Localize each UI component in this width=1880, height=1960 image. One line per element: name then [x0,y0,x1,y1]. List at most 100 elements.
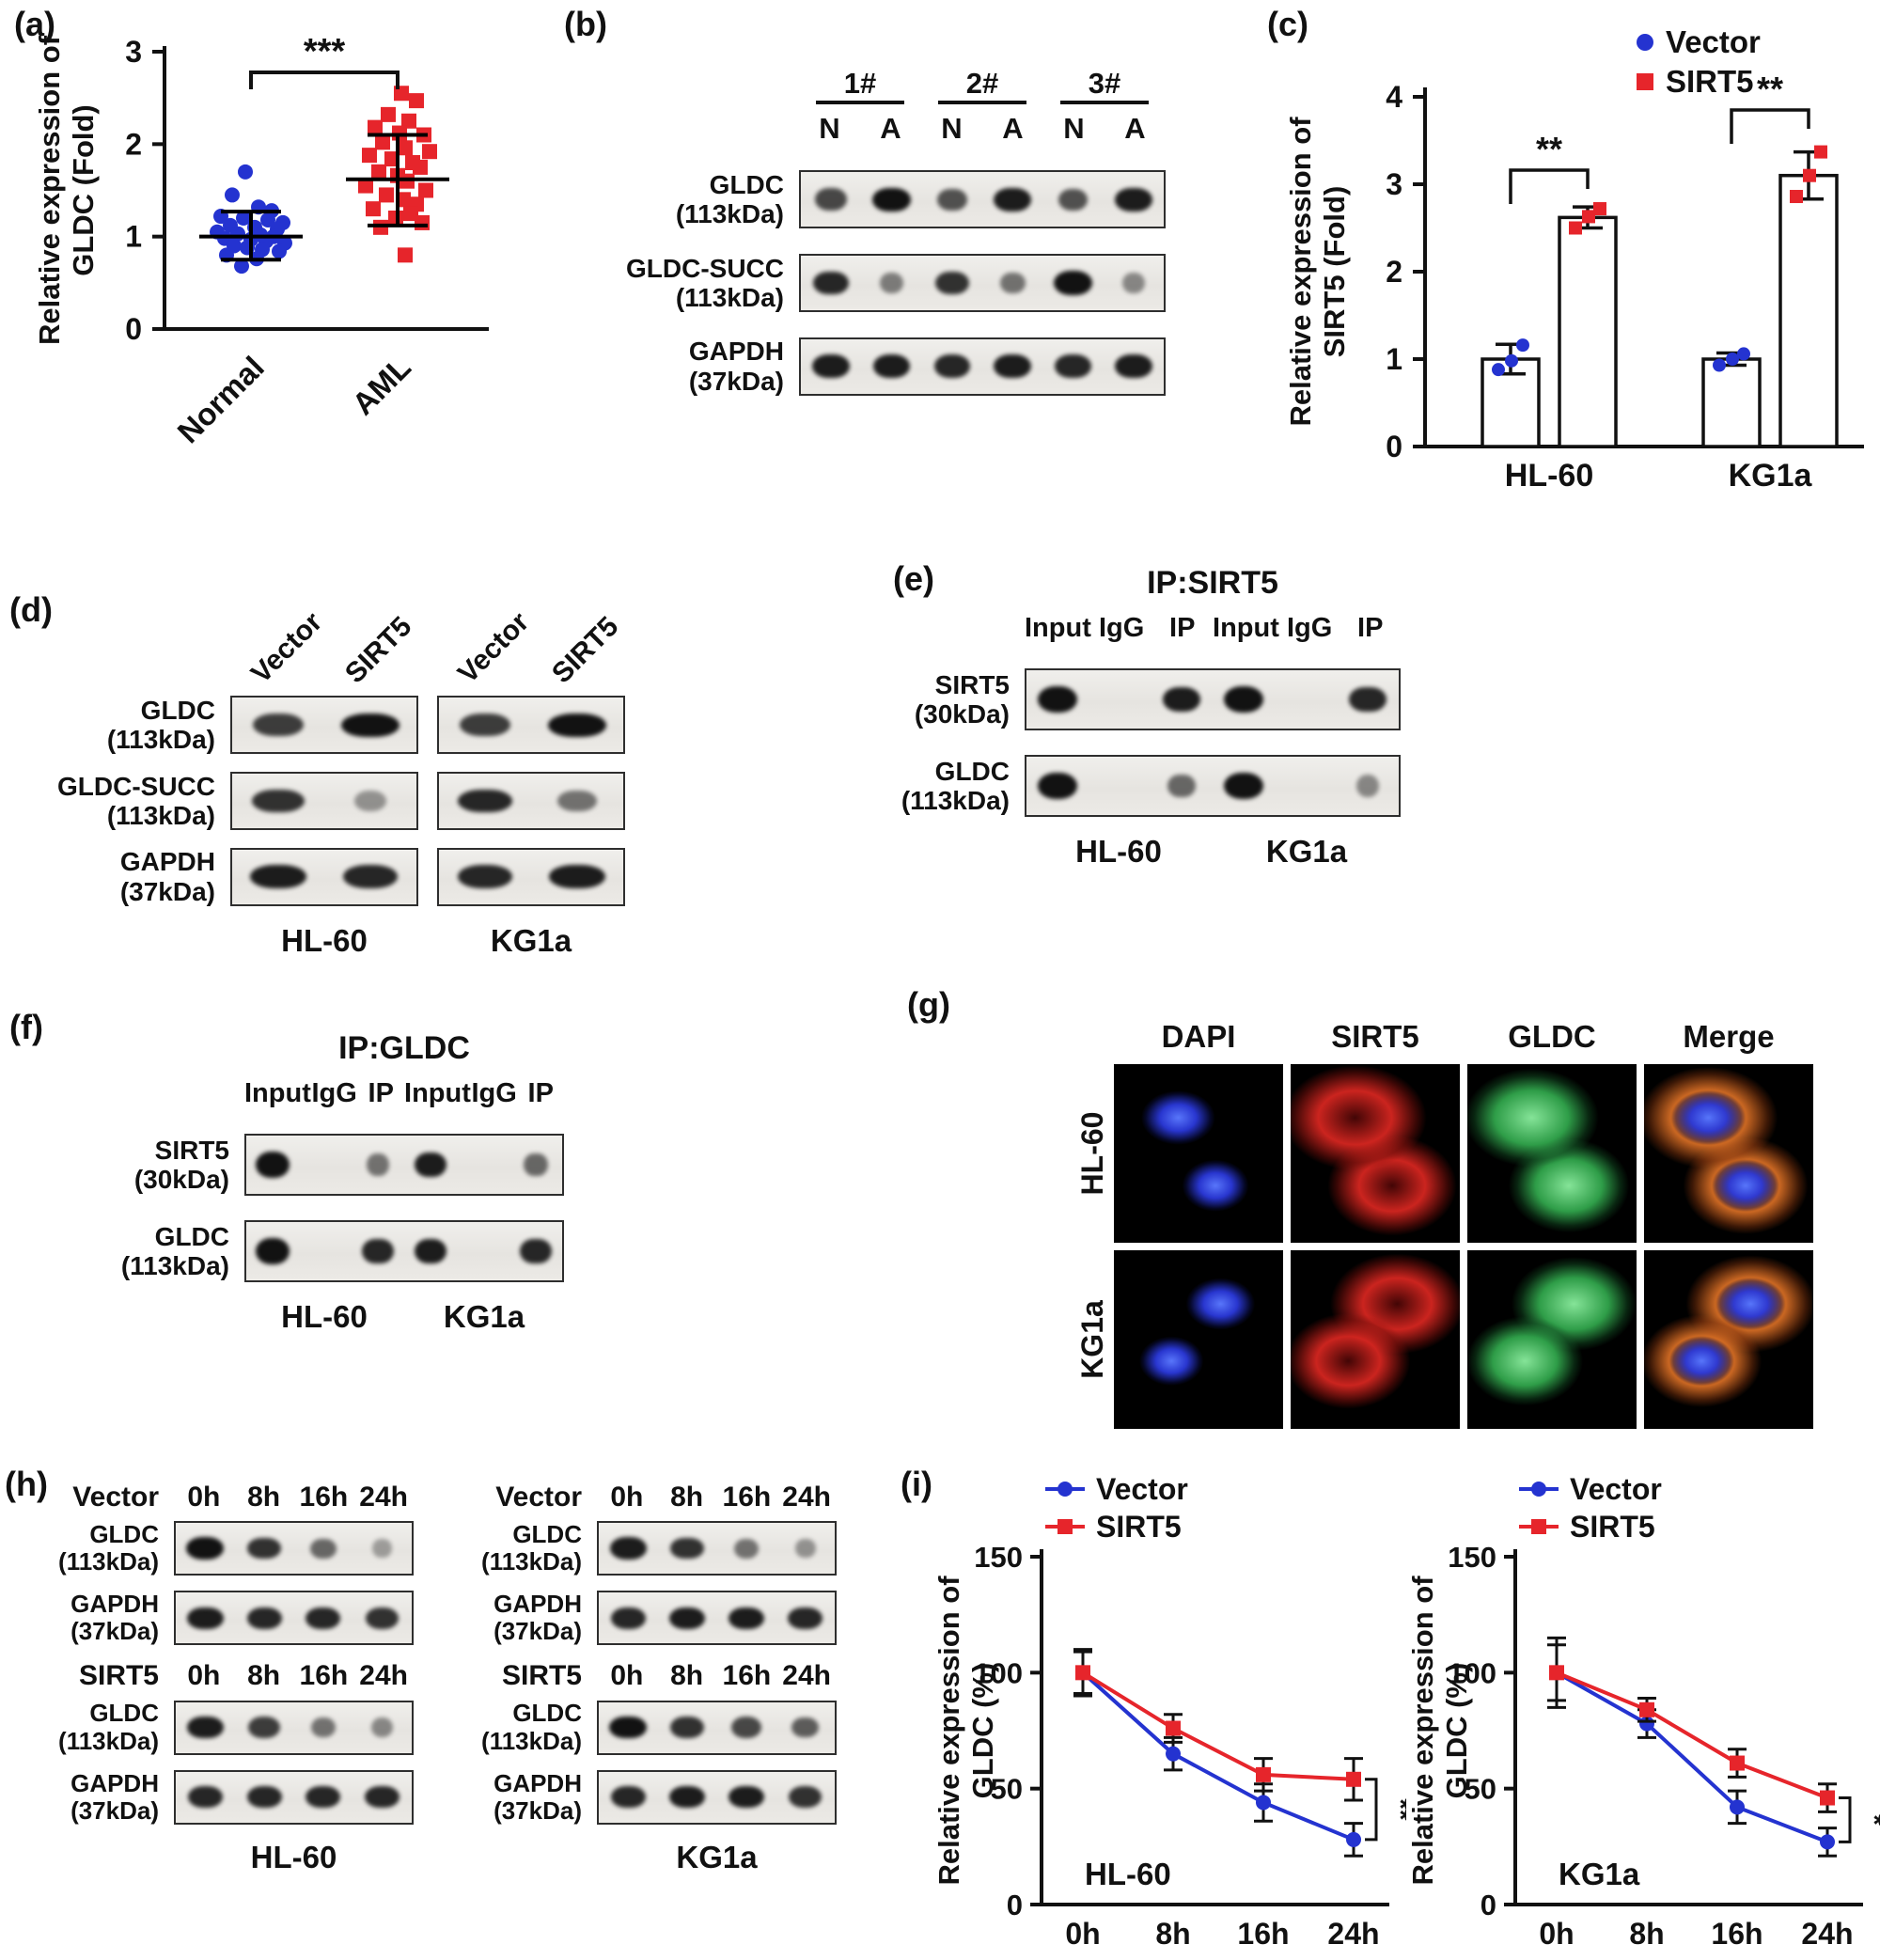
protein-band [457,789,513,813]
data-point [1346,1831,1361,1847]
time-labels: 0h 8h 16h 24h [597,1660,837,1692]
channel-header: DAPI [1161,1019,1236,1054]
blot-label-line: GAPDH [494,1590,582,1619]
condition-header-row: Vector 0h 8h 16h 24h [456,1482,837,1513]
channel-headers: DAPI SIRT5 GLDC Merge [1114,1019,1813,1055]
blot-row: GLDC (113kDa) [19,1700,414,1755]
bar [1701,357,1762,448]
protein-band [1223,686,1264,713]
time-label: 24h [359,1660,408,1692]
blot-lane [457,1222,509,1280]
blot-lane [717,1772,776,1823]
blot-lane [1151,670,1213,729]
blot-lane [801,339,861,394]
protein-band [1053,271,1093,295]
blot-strip [244,1220,564,1282]
blot-lane [176,1702,235,1753]
protein-band [256,1238,290,1264]
x-tick-label: 16h [1711,1917,1762,1951]
blot-lane [1275,670,1337,729]
time-label: 16h [722,1660,772,1692]
blot-lane [922,256,982,310]
blot-row: GLDC (113kDa) [564,170,1236,229]
protein-band [365,1786,400,1809]
cell-line-labels: HL-60 KG1a [1025,834,1401,870]
blot-lane [776,1702,835,1753]
protein-band [457,865,513,889]
protein-band [794,1539,816,1559]
condition-header-row: Vector 0h 8h 16h 24h [19,1482,414,1513]
blot-strip [1025,668,1401,730]
panel-f-coip-blot: (f) IP:GLDC Input IgG IP Input IgG IP SIRT5 (30… [9,1008,790,1459]
panel-d-western-blot: (d) Vector SIRT5 Vector SIRT5 GLDC (113kDa) G… [9,562,790,987]
blot-lane [457,1136,509,1194]
if-image-sirt5 [1291,1250,1460,1429]
data-point [375,134,390,150]
data-point [1505,353,1518,368]
blot-lane [801,172,861,227]
blot-lane [1213,670,1275,729]
y-tick-label: 50 [1465,1773,1496,1806]
panel-c-bar-chart: (c) Vector SIRT5 0 1 2 3 4 Relative expression … [1267,5,1880,559]
condition-label: SIRT5 [78,1660,159,1692]
protein-band [610,1537,647,1560]
data-point [234,259,249,274]
blot-lane [1337,757,1399,815]
protein-band [256,1152,290,1178]
data-point [398,247,413,263]
condition-label: Vector [495,1482,582,1513]
protein-band [252,789,305,813]
data-point [238,164,253,180]
condition-header-row: SIRT5 0h 8h 16h 24h [19,1660,414,1692]
blot-lane [801,256,861,310]
blot-row: GLDC-SUCC (113kDa) [564,254,1236,313]
blot-lane [1213,757,1275,815]
blot-strip [799,254,1166,313]
panel-tag: (h) [5,1465,48,1503]
y-axis-label: Relative expression ofGLDC (Fold) [33,35,100,345]
blot-lane [776,1592,835,1643]
blot-lane [352,1222,404,1280]
data-point [394,86,409,102]
blot-row-label: GAPDH (37kDa) [9,847,230,906]
data-point [1820,1834,1835,1850]
data-point [1346,1771,1361,1787]
data-point [1166,1720,1181,1736]
significance: ** [1536,130,1562,168]
blot-lane [246,1222,299,1280]
panel-tag: (i) [901,1465,932,1503]
blot-row-label: GLDC (113kDa) [19,1700,174,1754]
protein-band [999,272,1026,294]
data-point [1516,338,1529,353]
blot-lane [299,1222,352,1280]
blot-label-line: (113kDa) [58,1726,159,1755]
blot-lane [246,1136,299,1194]
lane-group-header: 1# [816,67,904,104]
protein-band [1355,775,1380,797]
protein-band [730,1717,762,1738]
series-line [1556,1670,1828,1800]
y-tick-label: 1 [125,220,142,254]
lane-header: A [1124,112,1146,145]
protein-band [342,865,399,889]
blot-lane [658,1592,717,1643]
data-point [415,214,430,230]
legend-label: SIRT5 [1666,64,1754,99]
condition-header: Vector [244,606,329,690]
protein-band [306,1786,341,1809]
x-category-label: Normal [170,350,271,450]
protein-band [610,1786,646,1809]
panel-tag: (f) [9,1008,43,1046]
series-line [1081,1670,1355,1781]
data-point [1637,73,1653,90]
protein-band [1121,273,1145,293]
blot-lane [531,850,623,904]
blot-lane [658,1523,717,1574]
blot-label-line: (113kDa) [675,199,784,229]
blot-label-line: GLDC-SUCC [57,771,215,801]
if-image-gldc [1467,1250,1637,1429]
lane-header: Input [1025,613,1091,643]
blot-strip [1025,755,1401,817]
series-line [1081,1670,1355,1842]
legend-label: SIRT5 [1570,1510,1655,1544]
